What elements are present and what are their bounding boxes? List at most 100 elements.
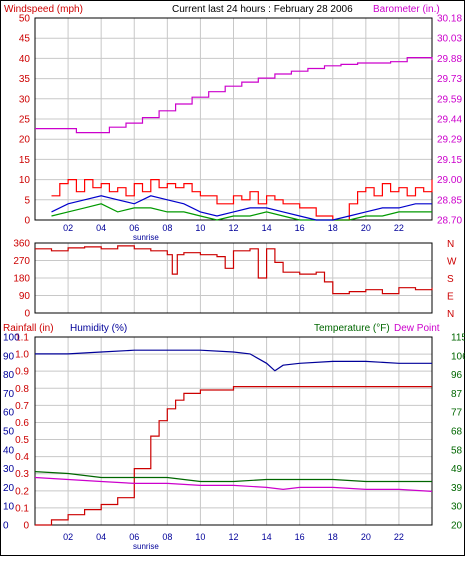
windspeed-tick-label: 45 [19,34,31,45]
x-tick-label: 10 [195,223,205,233]
humidity-tick-label: 0 [3,521,9,532]
rainfall-line [35,386,432,526]
temperature-tick-labels: 20 30 39 49 58 68 77 87 96 106 115 [451,333,465,532]
wind-x-tick-labels: 02 04 06 08 10 12 14 16 18 20 22 [63,223,404,233]
windspeed-tick-labels: 0 5 10 15 20 25 30 35 40 45 50 [19,14,31,227]
windspeed-tick-label: 25 [19,115,31,126]
rainfall-axis-title: Rainfall (in) [3,323,54,334]
wind-low-line [51,203,432,221]
wind-barometer-panel [34,17,433,221]
temperature-tick-label: 49 [451,464,463,475]
compass-label: N [447,239,454,250]
barometer-tick-label: 29.00 [437,175,462,186]
direction-panel-grid [35,243,432,313]
rainfall-tick-label: 1.1 [15,333,29,344]
temperature-tick-label: 115 [451,333,465,344]
x-tick-label: 16 [295,223,305,233]
x-tick-label: 02 [63,532,73,542]
x-tick-label: 04 [96,223,106,233]
temperature-tick-label: 30 [451,502,463,513]
rainfall-tick-label: 0.4 [15,452,29,463]
direction-tick-label: 180 [13,274,30,285]
x-tick-label: 20 [361,223,371,233]
x-tick-label: 06 [129,532,139,542]
compass-label: E [447,292,454,303]
sunrise-label-bottom: sunrise [133,542,159,551]
x-tick-label: 12 [228,223,238,233]
barometer-axis-title: Barometer (in.) [373,4,440,15]
compass-label: S [447,274,454,285]
temperature-tick-label: 68 [451,427,463,438]
compass-label: N [447,309,454,320]
barometer-tick-label: 29.88 [437,54,462,65]
x-tick-label: 18 [328,532,338,542]
rain-humidity-temp-series [34,349,433,526]
temperature-tick-label: 96 [451,370,463,381]
rainfall-tick-label: 0.3 [15,469,29,480]
barometer-tick-label: 30.03 [437,34,462,45]
temperature-line [34,471,432,483]
rainfall-tick-label: 1.0 [15,350,29,361]
rainfall-tick-label: 0.2 [15,486,29,497]
humidity-tick-label: 50 [3,427,15,438]
x-tick-label: 04 [96,532,106,542]
rainfall-tick-label: 0.1 [15,503,29,514]
humidity-tick-label: 40 [3,445,15,456]
sunrise-label: sunrise [133,233,159,242]
x-tick-label: 22 [394,223,404,233]
temperature-axis-title: Temperature (°F) [314,323,390,334]
rainfall-tick-labels: 0 0.1 0.2 0.3 0.4 0.5 0.6 0.7 0.8 0.9 1.0 1.1 [15,333,29,532]
humidity-tick-label: 90 [3,351,15,362]
barometer-tick-label: 28.70 [437,216,462,227]
x-tick-label: 06 [129,223,139,233]
dewpoint-axis-title: Dew Point [394,323,440,334]
rainfall-tick-label: 0.7 [15,401,29,412]
compass-label: W [447,257,457,268]
x-tick-label: 22 [394,532,404,542]
humidity-tick-label: 60 [3,408,15,419]
temperature-tick-label: 106 [451,351,465,362]
barometer-tick-label: 29.29 [437,135,462,146]
barometer-tick-labels: 28.70 28.85 29.00 29.15 29.29 29.44 29.59 29.73… [437,14,462,227]
humidity-axis-title: Humidity (%) [70,323,127,334]
barometer-tick-label: 29.15 [437,155,462,166]
windspeed-tick-label: 30 [19,94,31,105]
humidity-tick-label: 20 [3,483,15,494]
windspeed-tick-label: 50 [19,14,31,25]
rain-x-tick-labels: 02 04 06 08 10 12 14 16 18 20 22 [63,532,404,542]
x-tick-label: 16 [295,532,305,542]
rainfall-tick-label: 0 [23,521,29,532]
x-tick-label: 02 [63,223,73,233]
x-tick-label: 20 [361,532,371,542]
wind-gust-line [51,179,433,221]
humidity-tick-label: 30 [3,464,15,475]
humidity-line [35,349,432,372]
windspeed-tick-label: 20 [19,135,31,146]
windspeed-tick-label: 5 [24,195,30,206]
x-tick-label: 10 [195,532,205,542]
barometer-tick-label: 29.73 [437,74,462,85]
windspeed-tick-label: 15 [19,155,31,166]
wind-barometer-series [35,56,433,221]
humidity-tick-label: 10 [3,502,15,513]
x-tick-label: 08 [162,532,172,542]
rain-humidity-temp-panel [34,336,433,526]
barometer-tick-label: 28.85 [437,195,462,206]
direction-tick-label: 90 [19,291,31,302]
barometer-tick-label: 29.44 [437,115,462,126]
rainfall-tick-label: 0.6 [15,418,29,429]
rainfall-tick-label: 0.5 [15,435,29,446]
windspeed-axis-title: Windspeed (mph) [4,4,83,15]
x-tick-label: 12 [228,532,238,542]
temperature-tick-label: 58 [451,445,463,456]
windspeed-tick-label: 10 [19,175,31,186]
wind-panel-grid [35,18,432,220]
humidity-tick-labels: 0 10 20 30 40 50 60 70 80 90 100 [3,333,20,532]
temperature-tick-label: 20 [451,521,463,532]
direction-tick-label: 270 [13,256,30,267]
wind-direction-line [35,245,433,295]
direction-tick-label: 360 [13,239,30,250]
